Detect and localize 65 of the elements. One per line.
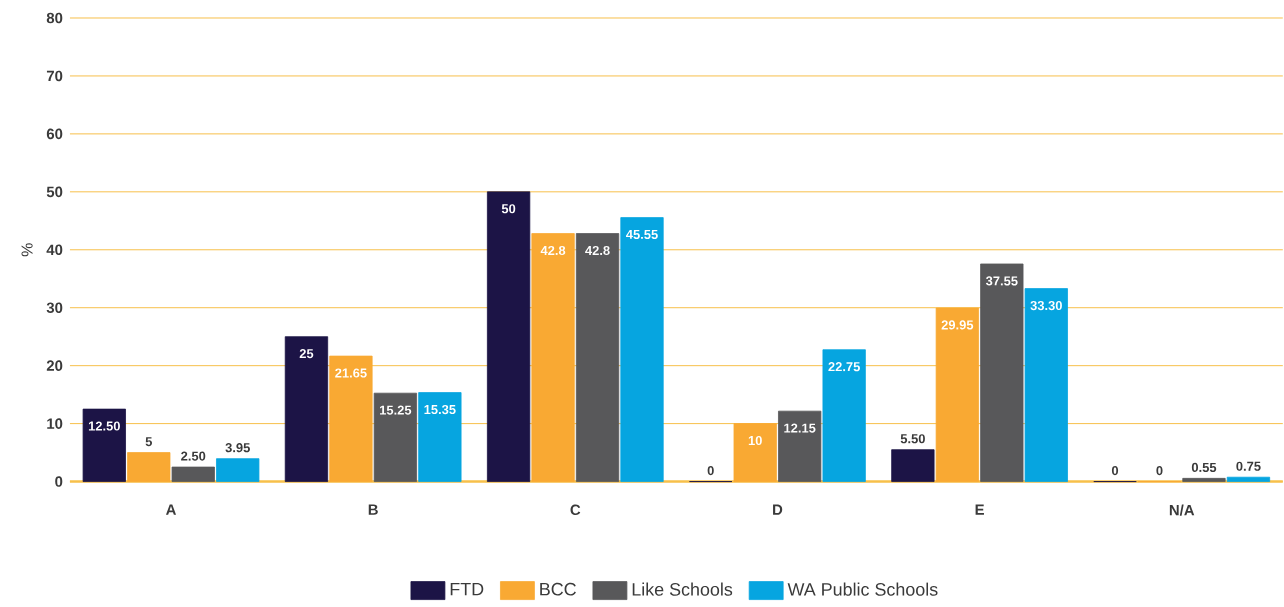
data-label: 2.50 bbox=[181, 451, 206, 461]
legend-label: BCC bbox=[540, 583, 576, 596]
data-label: 25 bbox=[299, 349, 314, 359]
y-axis-title: % bbox=[21, 243, 33, 257]
data-label: 15.25 bbox=[380, 405, 412, 415]
data-label: 29.95 bbox=[941, 320, 974, 330]
bar bbox=[891, 449, 935, 483]
legend-label: Like Schools bbox=[632, 582, 733, 597]
x-tick-label: B bbox=[368, 504, 378, 515]
data-label: 33.30 bbox=[1030, 301, 1062, 311]
x-tick-label: D bbox=[773, 504, 783, 515]
y-tick-label: 10 bbox=[47, 418, 63, 430]
y-tick-label: 40 bbox=[46, 244, 63, 256]
y-tick-label: 30 bbox=[46, 302, 63, 314]
data-label: 22.75 bbox=[828, 362, 860, 372]
data-label: 3.95 bbox=[225, 443, 250, 453]
bar bbox=[620, 217, 664, 483]
data-label: 0 bbox=[707, 466, 714, 476]
y-tick-label: 0 bbox=[55, 476, 63, 488]
data-label: 5 bbox=[145, 437, 153, 447]
data-label: 0.75 bbox=[1236, 461, 1261, 472]
bar bbox=[284, 336, 329, 483]
bar bbox=[778, 410, 822, 483]
bar bbox=[418, 392, 462, 483]
x-tick-label: C bbox=[570, 504, 581, 516]
legend-label: FTD bbox=[450, 583, 484, 596]
y-tick-label: 60 bbox=[46, 128, 63, 140]
data-label: 12.50 bbox=[88, 421, 120, 431]
data-label: 5.50 bbox=[900, 434, 925, 444]
bar bbox=[171, 466, 215, 483]
data-label: 45.55 bbox=[626, 230, 658, 240]
bar bbox=[1024, 288, 1068, 483]
data-label: 37.55 bbox=[985, 276, 1018, 286]
bar bbox=[822, 349, 866, 483]
data-label: 15.35 bbox=[424, 405, 456, 415]
data-label: 0.55 bbox=[1191, 463, 1217, 473]
bar bbox=[531, 233, 575, 483]
data-label: 21.65 bbox=[335, 368, 367, 378]
data-label: 0 bbox=[1156, 466, 1163, 476]
data-label: 42.8 bbox=[585, 246, 610, 256]
x-tick-label: E bbox=[975, 504, 984, 515]
y-tick-label: 70 bbox=[46, 70, 63, 82]
data-label: 50 bbox=[501, 204, 516, 214]
bar bbox=[935, 307, 979, 483]
bar bbox=[486, 191, 531, 483]
bar bbox=[82, 408, 126, 483]
bar bbox=[127, 452, 171, 483]
bar bbox=[980, 263, 1024, 483]
data-label: 42.8 bbox=[540, 246, 566, 256]
data-label: 0 bbox=[1111, 466, 1119, 476]
bar bbox=[575, 233, 620, 483]
y-tick-label: 20 bbox=[46, 360, 63, 372]
y-tick-label: 50 bbox=[46, 186, 63, 198]
bar bbox=[216, 458, 260, 483]
bar bbox=[373, 393, 418, 483]
legend-label: WA Public Schools bbox=[787, 582, 938, 597]
data-label: 10 bbox=[748, 436, 762, 446]
x-tick-label: N/A bbox=[1169, 504, 1195, 516]
y-tick-label: 80 bbox=[46, 12, 63, 24]
bar bbox=[733, 423, 777, 483]
bar bbox=[1182, 478, 1226, 483]
x-tick-label: A bbox=[166, 504, 177, 515]
bar bbox=[329, 355, 373, 483]
data-label: 12.15 bbox=[784, 423, 816, 433]
bar bbox=[1226, 477, 1271, 483]
